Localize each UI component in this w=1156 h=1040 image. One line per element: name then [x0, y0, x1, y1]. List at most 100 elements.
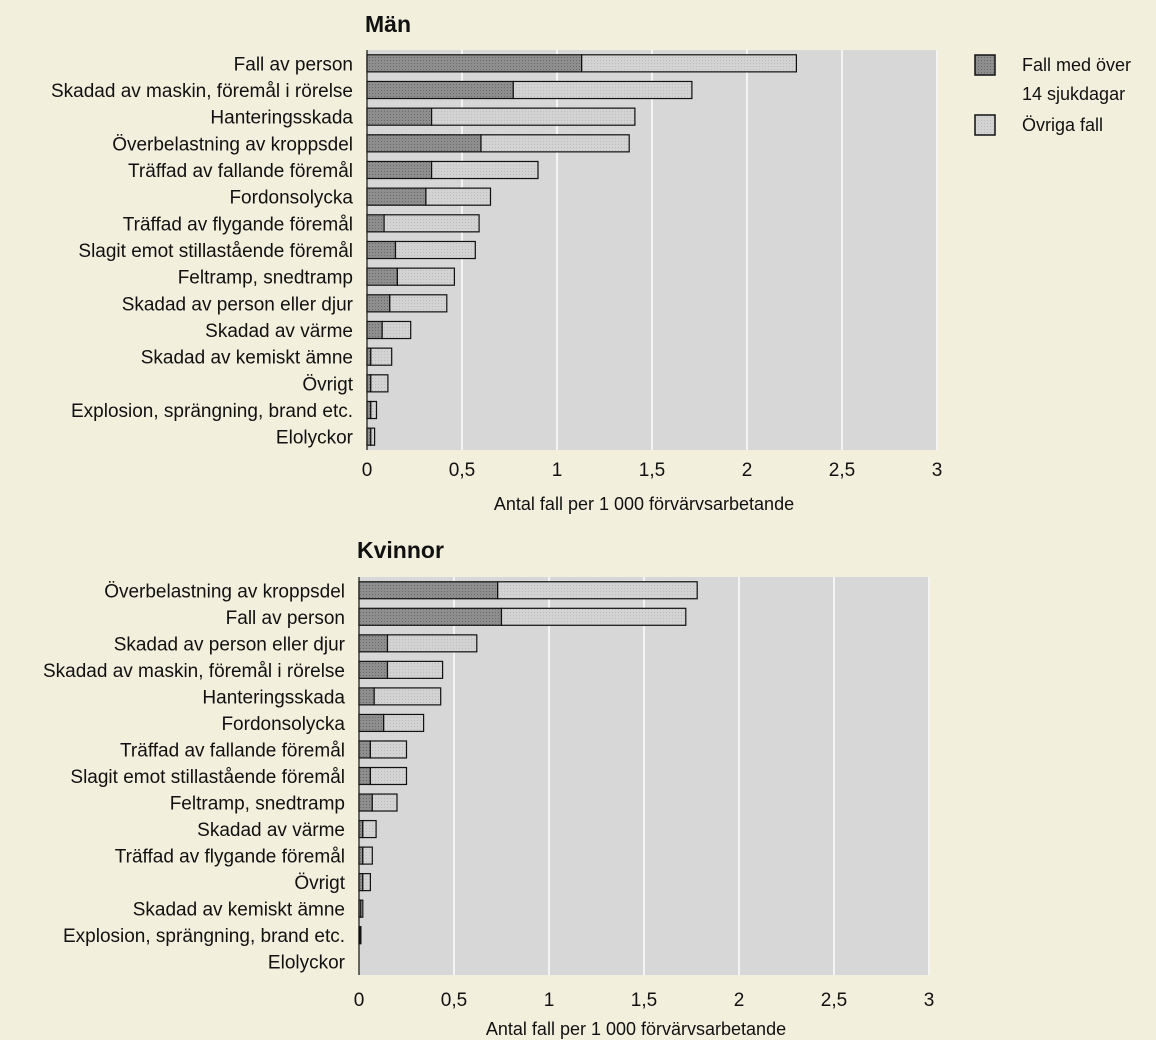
x-tick-label: 3 [932, 460, 943, 481]
bar-segment-severe [358, 581, 499, 600]
category-label: Hanteringsskada [210, 108, 353, 129]
x-tick-label: 1 [544, 990, 555, 1011]
category-label: Feltramp, snedtramp [170, 794, 345, 815]
x-axis-title: Antal fall per 1 000 förvärvsarbetande [486, 1019, 786, 1039]
category-label: Fordonsolycka [229, 188, 353, 209]
bar-segment-other [394, 240, 476, 260]
bar-segment-other [359, 926, 362, 945]
bar-segment-severe [366, 134, 482, 153]
category-label: Fall av person [234, 54, 353, 75]
bar-segment-other [371, 793, 398, 812]
bar-segment-other [386, 634, 478, 653]
category-label: Skadad av person eller djur [122, 294, 354, 315]
category-label: Feltramp, snedtramp [178, 268, 353, 289]
category-label: Överbelastning av kroppsdel [104, 581, 345, 602]
bar-segment-severe [358, 660, 389, 679]
x-tick-label: 1 [552, 460, 563, 481]
bar-segment-other [431, 160, 539, 180]
x-tick-label: 2 [734, 990, 745, 1011]
bar-segment-other [512, 80, 693, 100]
category-label: Övrigt [302, 374, 353, 395]
category-label: Hanteringsskada [202, 687, 345, 708]
x-tick-label: 3 [924, 990, 935, 1011]
bar-segment-other [425, 187, 492, 206]
bar-segment-other [370, 374, 389, 393]
category-label: Explosion, sprängning, brand etc. [71, 401, 353, 422]
legend-label-severe-line2: 14 sjukdagar [1022, 84, 1125, 104]
bar-segment-other [373, 687, 442, 706]
bar-segment-other [370, 400, 378, 420]
bar-segment-severe [358, 687, 375, 706]
category-label: Överbelastning av kroppsdel [112, 134, 353, 155]
x-tick-label: 0,5 [449, 460, 475, 481]
category-label: Träffad av fallande föremål [120, 740, 345, 761]
x-tick-label: 0 [362, 460, 373, 481]
bar-segment-other [369, 766, 408, 786]
x-tick-label: 0 [354, 990, 365, 1011]
x-tick-label: 0,5 [441, 990, 467, 1011]
category-label: Elolyckor [268, 953, 346, 974]
bar-segment-severe [366, 294, 391, 313]
bar-segment-severe [366, 187, 427, 206]
bar-segment-other [383, 214, 480, 233]
legend: Fall med över 14 sjukdagar Övriga fall [974, 54, 1131, 136]
chart-panel-women: Kvinnor Överbelastning av kroppsdel Fall a… [43, 537, 934, 1039]
category-label: Skadad av person eller djur [114, 634, 346, 655]
bar-segment-other [362, 846, 373, 865]
bar-segment-severe [366, 107, 433, 126]
bar-segment-severe [358, 740, 371, 759]
bar-segment-severe [366, 240, 397, 260]
category-label: Träffad av flygande föremål [123, 214, 353, 235]
category-label: Skadad av värme [197, 820, 345, 841]
bar-segment-other [480, 134, 630, 153]
chart-title: Män [365, 11, 411, 37]
x-tick-label: 1,5 [631, 990, 657, 1011]
category-label: Träffad av flygande föremål [115, 847, 345, 868]
bar-segment-severe [366, 80, 514, 100]
category-label: Skadad av värme [205, 321, 353, 342]
x-tick-label: 2,5 [821, 990, 847, 1011]
bar-segment-other [389, 294, 448, 313]
x-tick-label: 2,5 [829, 460, 855, 481]
x-axis-title: Antal fall per 1 000 förvärvsarbetande [494, 494, 794, 514]
category-label: Skadad av kemiskt ämne [141, 348, 353, 369]
category-label: Träffad av fallande föremål [128, 161, 353, 182]
bar-segment-severe [358, 766, 371, 786]
category-label: Skadad av maskin, föremål i rörelse [51, 81, 353, 102]
legend-label-other: Övriga fall [1022, 115, 1103, 135]
category-label: Slagit emot stillastående föremål [70, 767, 345, 788]
bar-segment-severe [358, 634, 389, 653]
chart-panel-men: Män Fall av person Skadad av maskin, förem… [51, 11, 942, 514]
bar-segment-other [500, 607, 687, 626]
bar-segment-severe [358, 713, 385, 733]
bar-segment-severe [366, 267, 398, 286]
legend-label-severe-line1: Fall med över [1022, 55, 1131, 75]
bar-segment-other [360, 899, 364, 918]
category-label: Elolyckor [276, 428, 354, 449]
bar-segment-other [497, 581, 698, 600]
bar-segment-other [362, 873, 371, 892]
category-label: Fall av person [226, 608, 345, 629]
bar-segment-other [369, 740, 408, 759]
category-label: Övrigt [294, 873, 345, 894]
category-label: Skadad av maskin, föremål i rörelse [43, 661, 345, 682]
bar-segment-other [581, 54, 798, 73]
bar-segment-other [431, 107, 636, 126]
bar-segment-other [381, 320, 412, 340]
bar-segment-severe [366, 214, 385, 233]
category-label: Skadad av kemiskt ämne [133, 900, 345, 921]
bar-segment-severe [366, 54, 583, 73]
x-tick-label: 2 [742, 460, 753, 481]
bar-segment-severe [366, 320, 383, 340]
category-label: Explosion, sprängning, brand etc. [63, 926, 345, 947]
x-tick-label: 1,5 [639, 460, 665, 481]
legend-swatch-other [974, 114, 996, 136]
bar-segment-other [370, 347, 393, 366]
bar-segment-severe [358, 607, 503, 626]
bar-segment-other [362, 819, 377, 839]
bar-segment-other [383, 713, 425, 733]
category-label: Fordonsolycka [221, 714, 345, 735]
legend-swatch-severe [974, 54, 996, 76]
category-label: Slagit emot stillastående föremål [78, 241, 353, 262]
